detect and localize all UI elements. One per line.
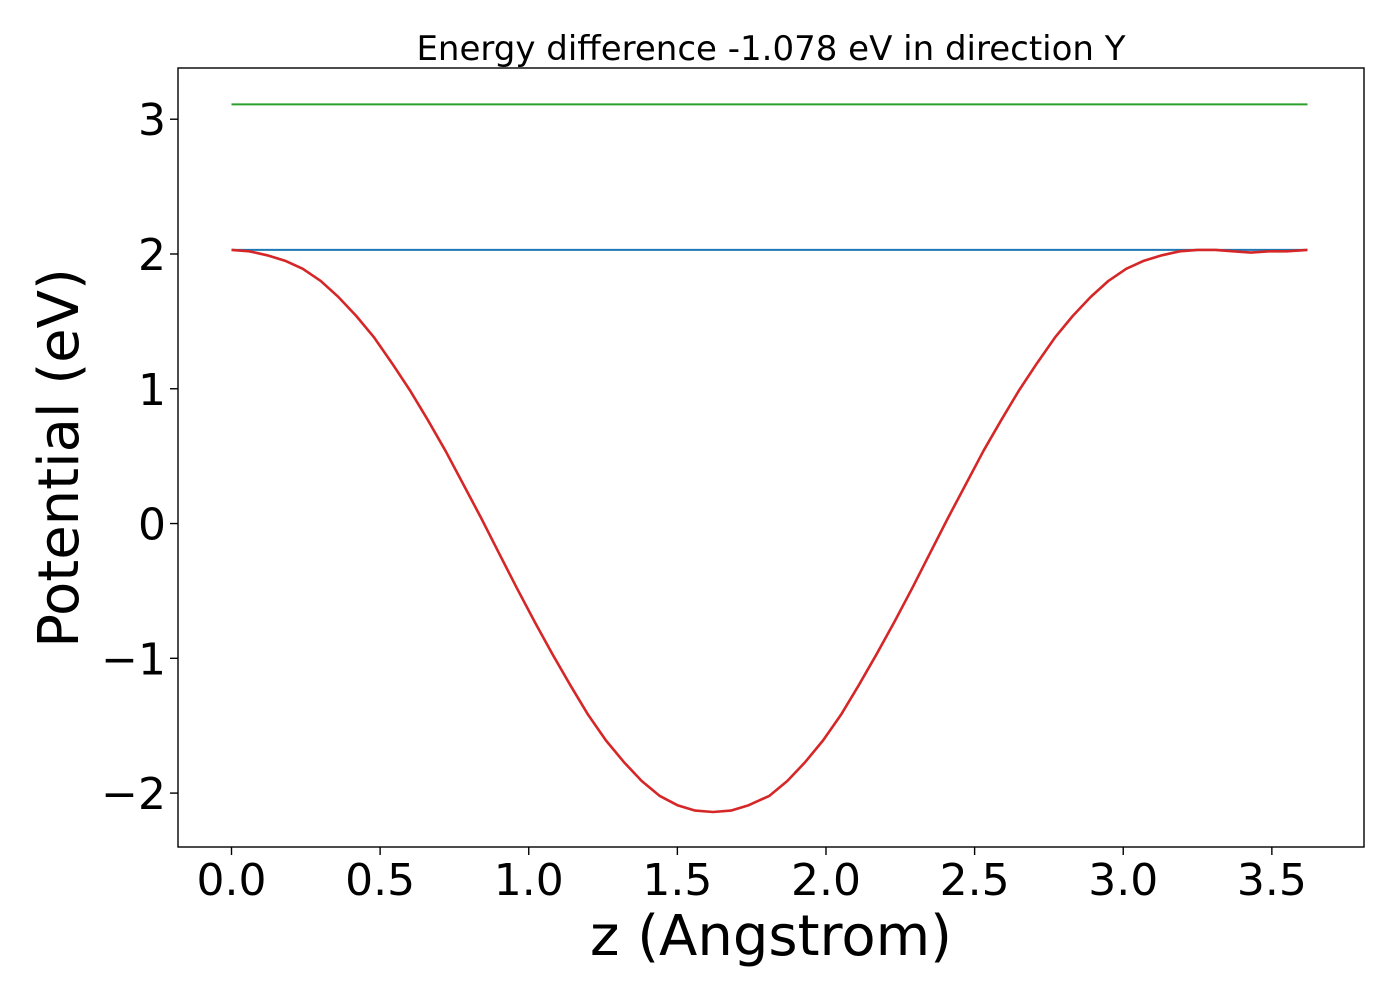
y-tick-label: 3 <box>138 95 166 146</box>
y-tick-label: 1 <box>138 365 166 416</box>
x-axis: 0.0 0.5 1.0 1.5 2.0 2.5 3.0 3.5 <box>197 847 1307 906</box>
x-tick-label: 0.0 <box>197 855 267 906</box>
x-tick-label: 2.0 <box>791 855 861 906</box>
x-tick-label: 3.5 <box>1237 855 1307 906</box>
y-tick-label: −2 <box>101 769 166 820</box>
red-potential-curve <box>231 248 1308 814</box>
x-tick-label: 0.5 <box>345 855 415 906</box>
y-tick-label: 2 <box>138 230 166 281</box>
y-tick-label: 0 <box>138 500 166 551</box>
x-axis-label: z (Angstrom) <box>590 904 952 969</box>
x-tick-label: 3.0 <box>1088 855 1158 906</box>
chart-title: Energy difference -1.078 eV in direction… <box>416 29 1125 69</box>
plot-area-frame <box>177 67 1365 848</box>
y-tick-label: −1 <box>101 634 166 685</box>
y-axis-label: Potential (eV) <box>27 268 92 648</box>
y-axis: −2 −1 0 1 2 3 <box>101 95 178 820</box>
x-tick-label: 1.5 <box>642 855 712 906</box>
x-tick-label: 1.0 <box>494 855 564 906</box>
x-tick-label: 2.5 <box>940 855 1010 906</box>
series-layer <box>231 103 1308 814</box>
